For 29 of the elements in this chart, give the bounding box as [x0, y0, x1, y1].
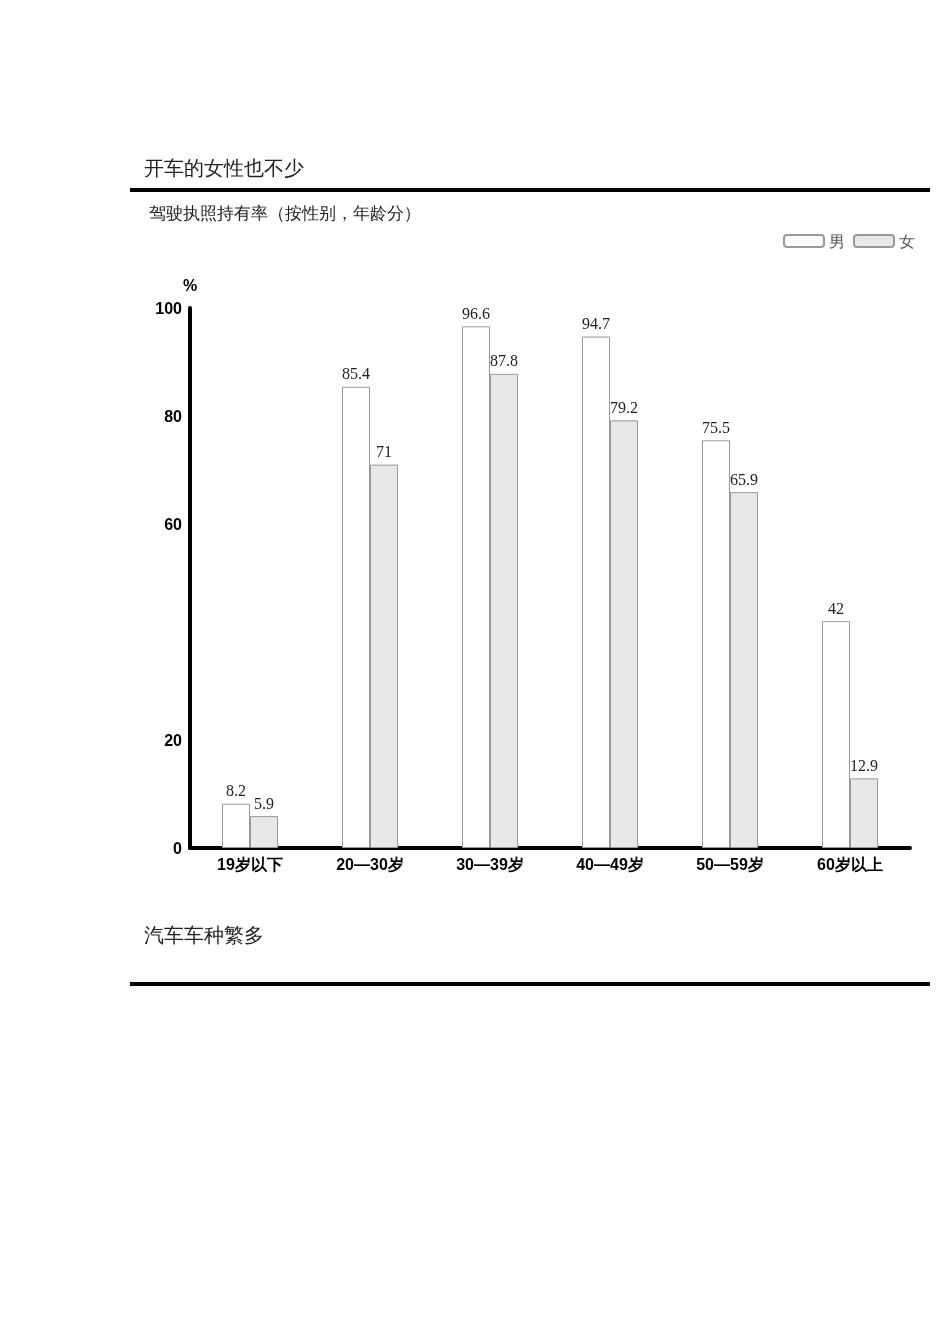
data-label: 96.6 — [462, 304, 490, 322]
chart-subtitle: 驾驶执照持有率（按性别，年龄分） — [149, 204, 421, 223]
x-tick-label: 40—49岁 — [576, 855, 644, 873]
data-label: 5.9 — [254, 794, 274, 812]
y-tick-label: 80 — [164, 407, 183, 425]
x-tick-label: 50—59岁 — [696, 855, 764, 873]
data-label: 65.9 — [730, 470, 758, 488]
y-tick-label: 100 — [155, 299, 183, 317]
y-tick-label: 60 — [164, 515, 183, 533]
chart-title: 开车的女性也不少 — [144, 155, 304, 182]
x-tick-label: 30—39岁 — [456, 855, 524, 873]
y-tick-label: 0 — [173, 839, 183, 857]
data-label: 79.2 — [610, 398, 638, 416]
x-tick-label: 20—30岁 — [336, 855, 404, 873]
data-label: 71 — [376, 443, 392, 461]
data-label: 85.4 — [342, 365, 370, 383]
data-label: 87.8 — [490, 352, 518, 370]
data-label: 42 — [828, 599, 844, 617]
legend-label: 男 — [829, 232, 845, 250]
y-tick-label: 20 — [164, 731, 183, 749]
x-tick-label: 19岁以下 — [217, 855, 283, 873]
legend-label: 女 — [899, 232, 915, 250]
data-label: 94.7 — [582, 315, 610, 333]
x-tick-label: 60岁以上 — [817, 855, 883, 873]
data-label: 8.2 — [226, 782, 246, 800]
y-axis-title: % — [182, 276, 198, 294]
data-label: 75.5 — [702, 418, 730, 436]
text: 汽车车种繁多 — [144, 922, 264, 949]
data-label: 12.9 — [850, 756, 878, 774]
